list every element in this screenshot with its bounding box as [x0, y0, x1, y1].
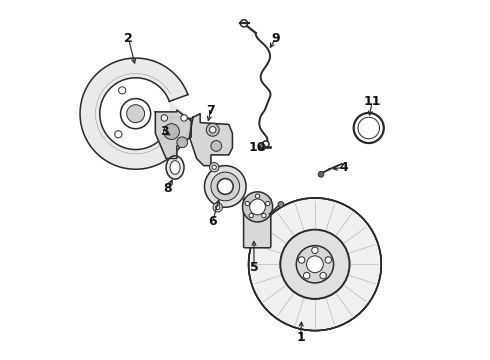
Text: 7: 7 [207, 104, 215, 117]
Circle shape [260, 144, 266, 150]
Circle shape [121, 99, 151, 129]
Ellipse shape [166, 156, 184, 179]
Polygon shape [155, 110, 191, 158]
Circle shape [312, 247, 318, 253]
Circle shape [266, 201, 270, 206]
Circle shape [177, 137, 188, 148]
Text: 4: 4 [339, 161, 348, 174]
Circle shape [212, 165, 216, 169]
Circle shape [211, 140, 221, 151]
Circle shape [115, 131, 122, 138]
Text: 8: 8 [164, 183, 172, 195]
Circle shape [320, 273, 326, 279]
Text: 9: 9 [271, 32, 280, 45]
Circle shape [280, 229, 350, 300]
Circle shape [218, 179, 233, 194]
Circle shape [211, 172, 240, 201]
Circle shape [164, 124, 179, 139]
Text: 3: 3 [160, 125, 169, 138]
Circle shape [240, 20, 247, 27]
Text: 6: 6 [208, 215, 217, 228]
Circle shape [255, 194, 260, 198]
Circle shape [263, 141, 269, 147]
Circle shape [161, 115, 168, 121]
Circle shape [126, 105, 145, 123]
Text: 11: 11 [364, 95, 381, 108]
Circle shape [325, 257, 331, 263]
Text: 10: 10 [249, 141, 266, 154]
Circle shape [206, 123, 219, 136]
Circle shape [213, 203, 222, 212]
Circle shape [250, 199, 266, 215]
Text: 1: 1 [296, 331, 305, 344]
Circle shape [296, 246, 334, 283]
Circle shape [303, 273, 310, 279]
Polygon shape [80, 58, 191, 169]
FancyBboxPatch shape [244, 198, 271, 248]
Circle shape [119, 87, 126, 94]
Circle shape [248, 198, 381, 330]
Polygon shape [190, 114, 232, 166]
Text: 2: 2 [124, 32, 133, 45]
Circle shape [262, 213, 266, 218]
Ellipse shape [170, 161, 180, 174]
Circle shape [204, 166, 246, 207]
Circle shape [245, 201, 249, 206]
Circle shape [280, 230, 349, 299]
Circle shape [181, 115, 187, 121]
Circle shape [210, 162, 219, 172]
Circle shape [210, 127, 216, 133]
Circle shape [307, 256, 323, 273]
Circle shape [216, 205, 220, 210]
Text: 5: 5 [249, 261, 258, 274]
Circle shape [243, 192, 272, 222]
Circle shape [278, 202, 284, 207]
Circle shape [249, 213, 253, 218]
Circle shape [318, 171, 324, 177]
Circle shape [298, 257, 305, 263]
